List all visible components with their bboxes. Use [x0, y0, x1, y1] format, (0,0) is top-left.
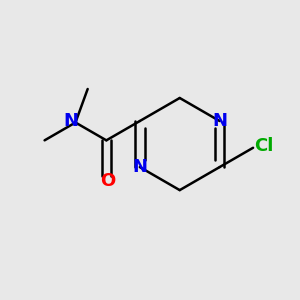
- Text: N: N: [64, 112, 79, 130]
- Text: N: N: [132, 158, 147, 176]
- Text: Cl: Cl: [254, 137, 273, 155]
- Text: O: O: [100, 172, 115, 190]
- Text: N: N: [212, 112, 227, 130]
